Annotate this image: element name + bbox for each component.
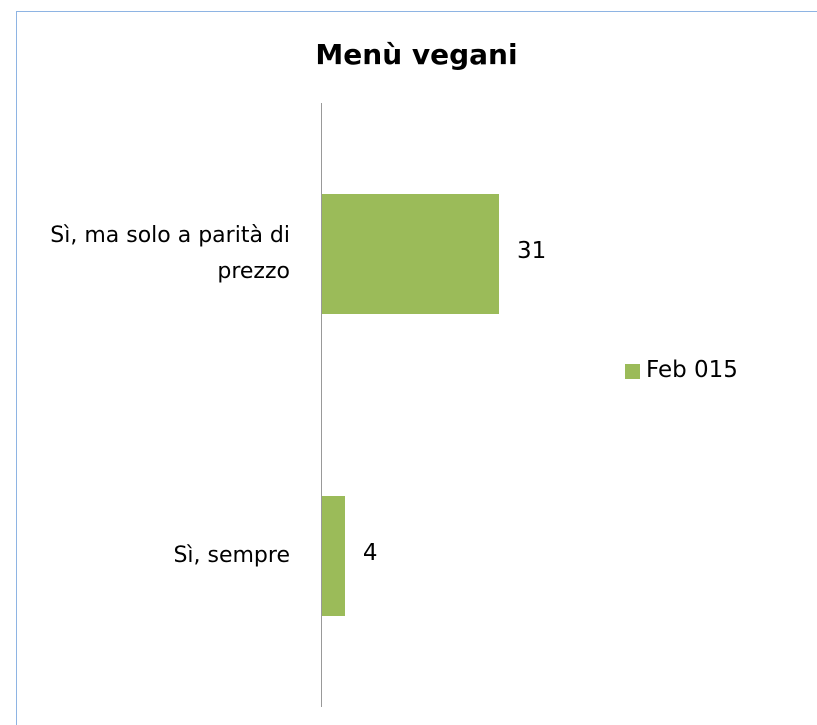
legend-swatch [625,364,640,379]
legend-label: Feb 015 [646,357,738,383]
category-axis [321,103,322,707]
value-label: 31 [517,238,547,264]
chart-frame [16,11,817,725]
category-label: Sì, ma solo a parità di prezzo [50,223,290,284]
chart-title: Menù vegani [315,38,518,71]
category-label: Sì, sempre [173,543,290,568]
bar [322,496,345,616]
value-label: 4 [362,540,378,566]
bar [322,194,499,314]
